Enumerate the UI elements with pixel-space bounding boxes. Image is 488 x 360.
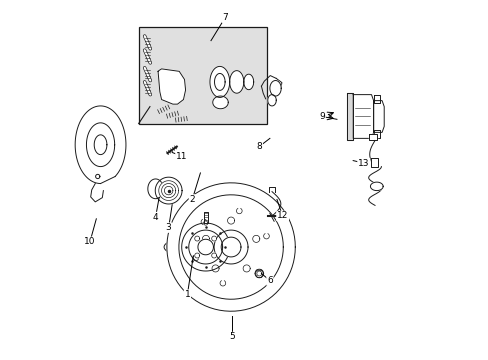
Polygon shape (194, 253, 199, 258)
Polygon shape (269, 81, 281, 96)
Polygon shape (214, 230, 247, 264)
Polygon shape (158, 69, 185, 104)
Polygon shape (164, 186, 173, 195)
Polygon shape (346, 93, 352, 140)
Polygon shape (159, 181, 178, 201)
Text: 9: 9 (319, 112, 325, 121)
Polygon shape (161, 184, 175, 198)
Polygon shape (221, 237, 241, 257)
Polygon shape (373, 95, 379, 103)
Polygon shape (211, 253, 216, 258)
Polygon shape (194, 236, 199, 241)
Polygon shape (211, 236, 216, 241)
Polygon shape (188, 230, 222, 264)
Polygon shape (155, 177, 182, 204)
Polygon shape (182, 223, 229, 271)
Polygon shape (198, 239, 213, 255)
Polygon shape (164, 233, 290, 261)
Polygon shape (86, 123, 114, 167)
Polygon shape (202, 235, 209, 242)
Text: 12: 12 (276, 211, 288, 220)
Polygon shape (96, 174, 100, 179)
Polygon shape (212, 96, 228, 109)
Text: 1: 1 (184, 290, 190, 299)
Polygon shape (256, 271, 261, 276)
Polygon shape (243, 265, 250, 272)
Text: 11: 11 (176, 152, 187, 161)
Text: 10: 10 (84, 237, 96, 246)
Polygon shape (255, 269, 263, 278)
Polygon shape (267, 95, 276, 106)
Text: 3: 3 (165, 223, 171, 232)
Text: 8: 8 (256, 142, 262, 151)
Text: 4: 4 (152, 212, 158, 221)
Polygon shape (227, 217, 234, 224)
Polygon shape (370, 182, 383, 190)
Text: 2: 2 (189, 195, 195, 204)
Polygon shape (368, 134, 376, 140)
Polygon shape (212, 265, 219, 272)
Polygon shape (94, 135, 107, 154)
Polygon shape (373, 130, 379, 138)
Polygon shape (214, 73, 224, 90)
Polygon shape (373, 100, 384, 132)
Polygon shape (166, 233, 295, 261)
Polygon shape (209, 66, 229, 98)
Polygon shape (370, 158, 377, 167)
Polygon shape (229, 71, 244, 93)
Polygon shape (179, 195, 283, 299)
Text: 13: 13 (357, 158, 369, 167)
Polygon shape (203, 221, 207, 225)
Text: 5: 5 (229, 333, 235, 342)
Text: 6: 6 (266, 276, 272, 285)
Polygon shape (166, 183, 295, 311)
Polygon shape (244, 74, 253, 90)
Text: 7: 7 (222, 13, 227, 22)
Polygon shape (75, 106, 126, 184)
Polygon shape (252, 235, 259, 242)
Polygon shape (352, 95, 373, 138)
FancyBboxPatch shape (139, 27, 267, 123)
